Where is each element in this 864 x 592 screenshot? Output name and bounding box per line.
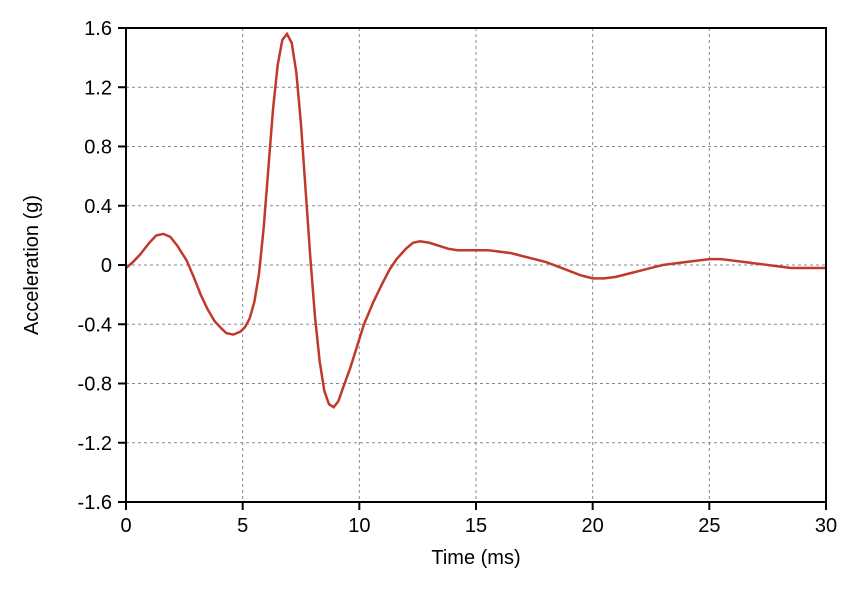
x-axis-label: Time (ms) [431, 547, 520, 569]
x-tick-label: 0 [120, 515, 131, 537]
y-tick-label: 0.8 [84, 137, 112, 159]
y-tick-label: -0.8 [78, 374, 112, 396]
x-tick-label: 30 [815, 515, 837, 537]
x-tick-label: 5 [237, 515, 248, 537]
acceleration-chart: 0 5 10 15 20 25 30 -1.6 -1.2 -0.8 -0.4 0 0.4 0.8 1.2 1.… [0, 0, 864, 592]
y-tick-label: -0.4 [78, 314, 112, 336]
x-tick-label: 25 [698, 515, 720, 537]
y-tick-label: 0.4 [84, 196, 112, 218]
y-tick-label: -1.2 [78, 433, 112, 455]
y-tick-label: 0 [101, 255, 112, 277]
y-tick-label: 1.6 [84, 18, 112, 40]
x-tick-label: 15 [465, 515, 487, 537]
chart-svg: 0 5 10 15 20 25 30 -1.6 -1.2 -0.8 -0.4 0 0.4 0.8 1.2 1.… [0, 0, 864, 592]
x-tick-label: 20 [582, 515, 604, 537]
y-tick-label: 1.2 [84, 77, 112, 99]
y-tick-label: -1.6 [78, 492, 112, 514]
x-tick-label: 10 [348, 515, 370, 537]
y-axis-label: Acceleration (g) [21, 195, 43, 335]
